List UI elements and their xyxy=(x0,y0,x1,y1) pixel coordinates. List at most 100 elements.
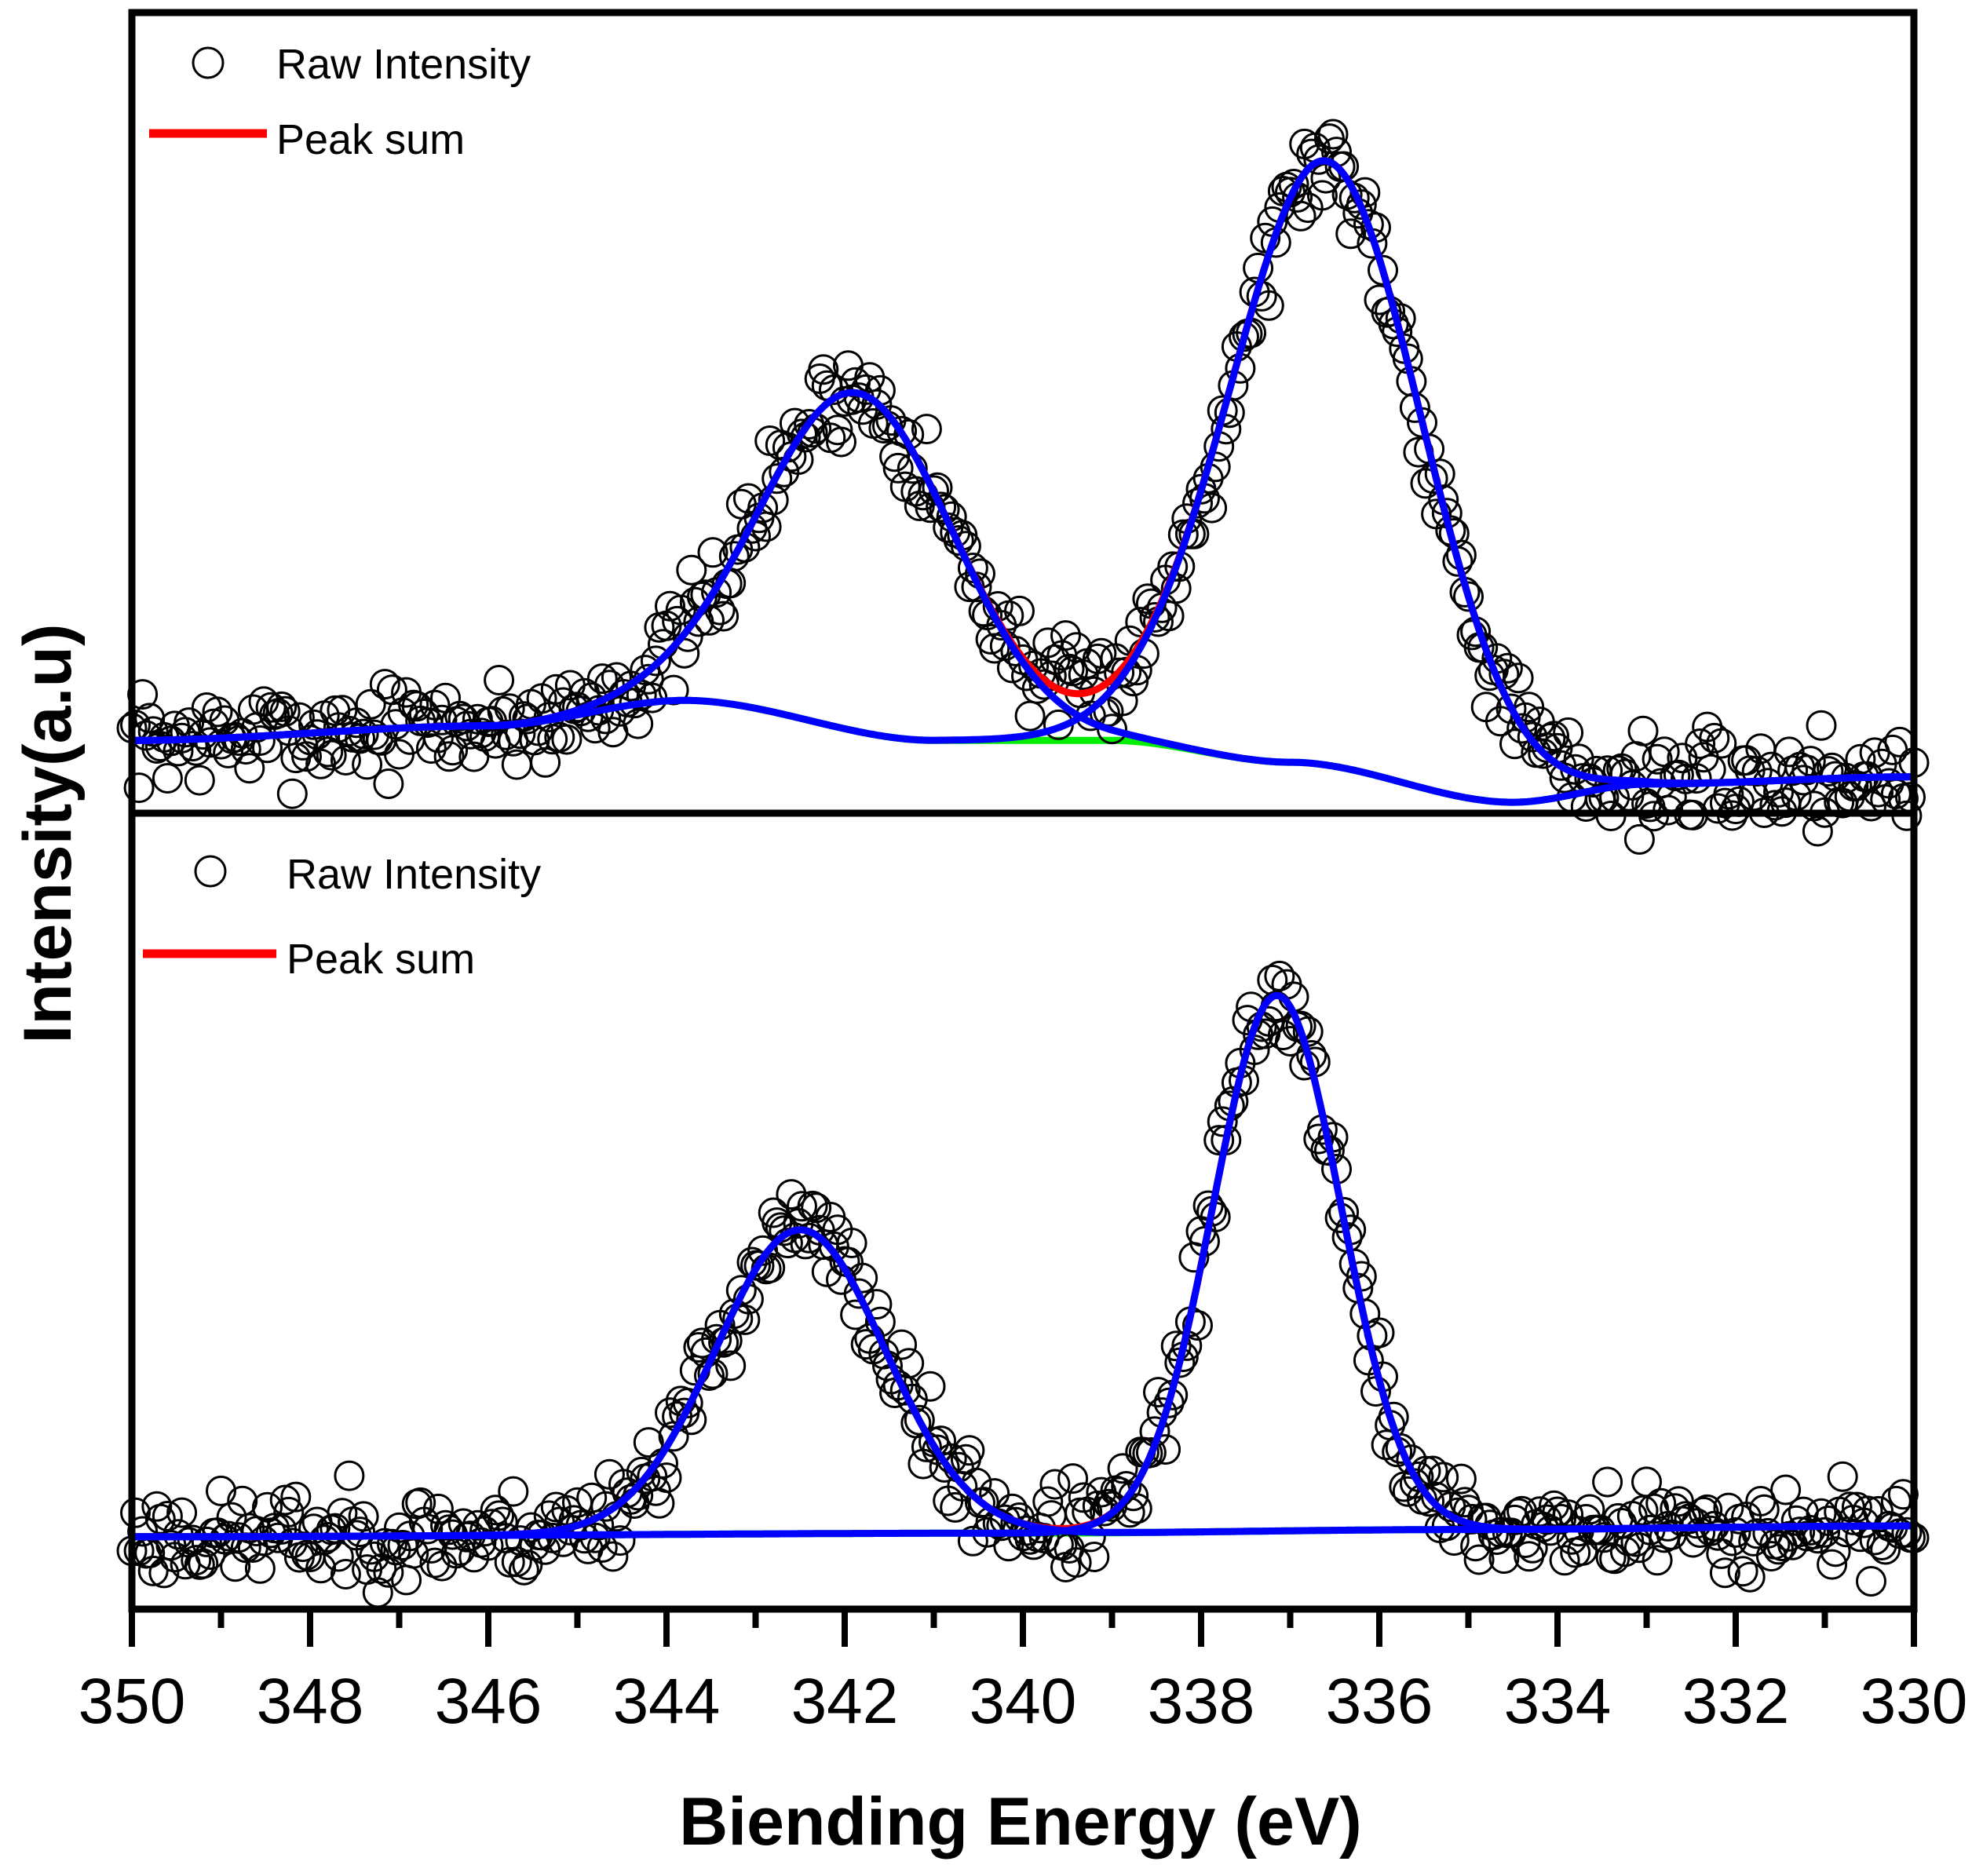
raw-intensity-point xyxy=(334,1460,365,1491)
raw-intensity-point xyxy=(244,725,276,756)
raw-intensity-point xyxy=(252,1491,283,1523)
raw-intensity-point xyxy=(1706,728,1737,759)
raw-intensity-point xyxy=(1866,1530,1897,1560)
raw-intensity-point xyxy=(330,1559,361,1589)
raw-intensity-point xyxy=(512,1549,543,1581)
top-legend: Raw Intensity Peak sum xyxy=(149,41,531,163)
raw-intensity-point xyxy=(918,475,949,506)
raw-intensity-point xyxy=(761,463,793,495)
x-tick-label: 336 xyxy=(1326,1666,1433,1737)
bottom-legend-raw-label: Raw Intensity xyxy=(287,851,541,898)
raw-intensity-point xyxy=(188,1548,219,1579)
raw-intensity-point xyxy=(191,1526,222,1557)
raw-intensity-point xyxy=(1414,1486,1445,1517)
raw-intensity-point xyxy=(255,692,287,723)
raw-intensity-point xyxy=(1499,728,1530,760)
raw-intensity-point xyxy=(961,571,992,603)
raw-intensity-point xyxy=(1453,581,1484,612)
raw-intensity-point xyxy=(929,1451,960,1483)
raw-intensity-point xyxy=(1773,736,1805,768)
raw-intensity-point xyxy=(415,733,447,765)
raw-intensity-point xyxy=(1592,1466,1623,1498)
raw-intensity-point xyxy=(330,745,361,776)
raw-intensity-point xyxy=(1856,790,1886,822)
raw-intensity-point xyxy=(473,1530,504,1561)
raw-intensity-point xyxy=(152,1501,183,1531)
raw-intensity-point xyxy=(220,1551,251,1582)
raw-intensity-point xyxy=(1385,1433,1416,1464)
raw-intensity-point xyxy=(651,1462,682,1494)
raw-intensity-point xyxy=(412,1513,444,1545)
raw-intensity-point xyxy=(1777,755,1809,787)
raw-intensity-point xyxy=(1368,254,1398,286)
raw-intensity-point xyxy=(1741,1518,1773,1549)
raw-intensity-point xyxy=(401,691,433,722)
raw-intensity-point xyxy=(1813,756,1844,787)
raw-intensity-point xyxy=(1061,1547,1092,1579)
raw-intensity-point xyxy=(551,724,582,755)
raw-intensity-point xyxy=(886,1329,918,1360)
raw-intensity-point xyxy=(1880,1485,1912,1516)
x-tick-label: 334 xyxy=(1504,1666,1612,1737)
raw-intensity-point xyxy=(1546,1503,1576,1535)
raw-intensity-point xyxy=(1741,756,1773,787)
raw-intensity-point xyxy=(316,739,347,771)
raw-intensity-point xyxy=(1528,738,1559,769)
raw-intensity-point xyxy=(1057,1463,1089,1495)
raw-intensity-point xyxy=(355,688,386,720)
x-tick-label: 342 xyxy=(791,1666,899,1737)
raw-intensity-point xyxy=(433,741,465,772)
raw-intensity-point xyxy=(1118,1480,1149,1512)
raw-intensity-point xyxy=(1553,717,1584,748)
x-tick-label: 348 xyxy=(257,1666,364,1737)
raw-intensity-point xyxy=(498,1476,529,1507)
raw-intensity-point xyxy=(484,1500,515,1531)
component-peak-2-curve xyxy=(130,991,1916,1541)
x-tick-label: 346 xyxy=(435,1666,542,1737)
raw-intensity-point xyxy=(1428,1462,1459,1493)
raw-intensity-point xyxy=(1335,218,1367,250)
raw-intensity-point xyxy=(1806,710,1837,741)
raw-intensity-point xyxy=(327,1498,358,1529)
x-axis-tick-labels: 350 348 346 344 342 340 338 336 334 332 330 xyxy=(79,1666,1968,1737)
raw-intensity-point xyxy=(1539,721,1569,752)
raw-intensity-point xyxy=(298,1513,329,1545)
raw-intensity-point xyxy=(954,1435,985,1466)
raw-intensity-point xyxy=(280,1481,312,1513)
raw-intensity-point xyxy=(269,695,301,727)
raw-intensity-point xyxy=(826,426,856,458)
raw-intensity-point xyxy=(697,537,729,568)
raw-intensity-point xyxy=(1817,1549,1848,1580)
raw-intensity-point xyxy=(1050,620,1081,651)
raw-intensity-point xyxy=(633,1427,664,1458)
raw-intensity-point xyxy=(1692,1494,1723,1525)
raw-intensity-point xyxy=(915,1371,946,1402)
raw-intensity-point xyxy=(1207,1106,1238,1137)
raw-intensity-point xyxy=(1642,743,1673,775)
bottom-legend-sum-label: Peak sum xyxy=(287,936,475,983)
raw-intensity-point xyxy=(683,1332,714,1363)
top-legend-raw-marker xyxy=(192,46,225,79)
bottom-legend-raw-marker xyxy=(194,855,227,888)
raw-intensity-point xyxy=(1107,1453,1138,1484)
raw-intensity-point xyxy=(373,768,404,799)
top-legend-raw-label: Raw Intensity xyxy=(276,41,531,88)
x-tick-label: 350 xyxy=(79,1666,186,1737)
raw-intensity-point xyxy=(1139,602,1170,633)
raw-intensity-point xyxy=(1663,759,1694,790)
raw-intensity-point xyxy=(484,665,515,695)
bottom-component-lines xyxy=(130,991,1916,1541)
raw-intensity-point xyxy=(725,1275,757,1306)
raw-intensity-point xyxy=(604,1525,636,1557)
raw-intensity-point xyxy=(586,663,618,695)
raw-intensity-point xyxy=(505,718,536,750)
raw-intensity-point xyxy=(216,1502,247,1533)
raw-intensity-point xyxy=(1827,1461,1858,1492)
raw-intensity-point xyxy=(1642,1545,1673,1576)
raw-intensity-point xyxy=(943,525,974,556)
raw-intensity-point xyxy=(1039,1469,1071,1500)
raw-intensity-point xyxy=(1713,1492,1744,1524)
raw-intensity-point xyxy=(1535,723,1566,754)
raw-intensity-point xyxy=(152,763,183,794)
